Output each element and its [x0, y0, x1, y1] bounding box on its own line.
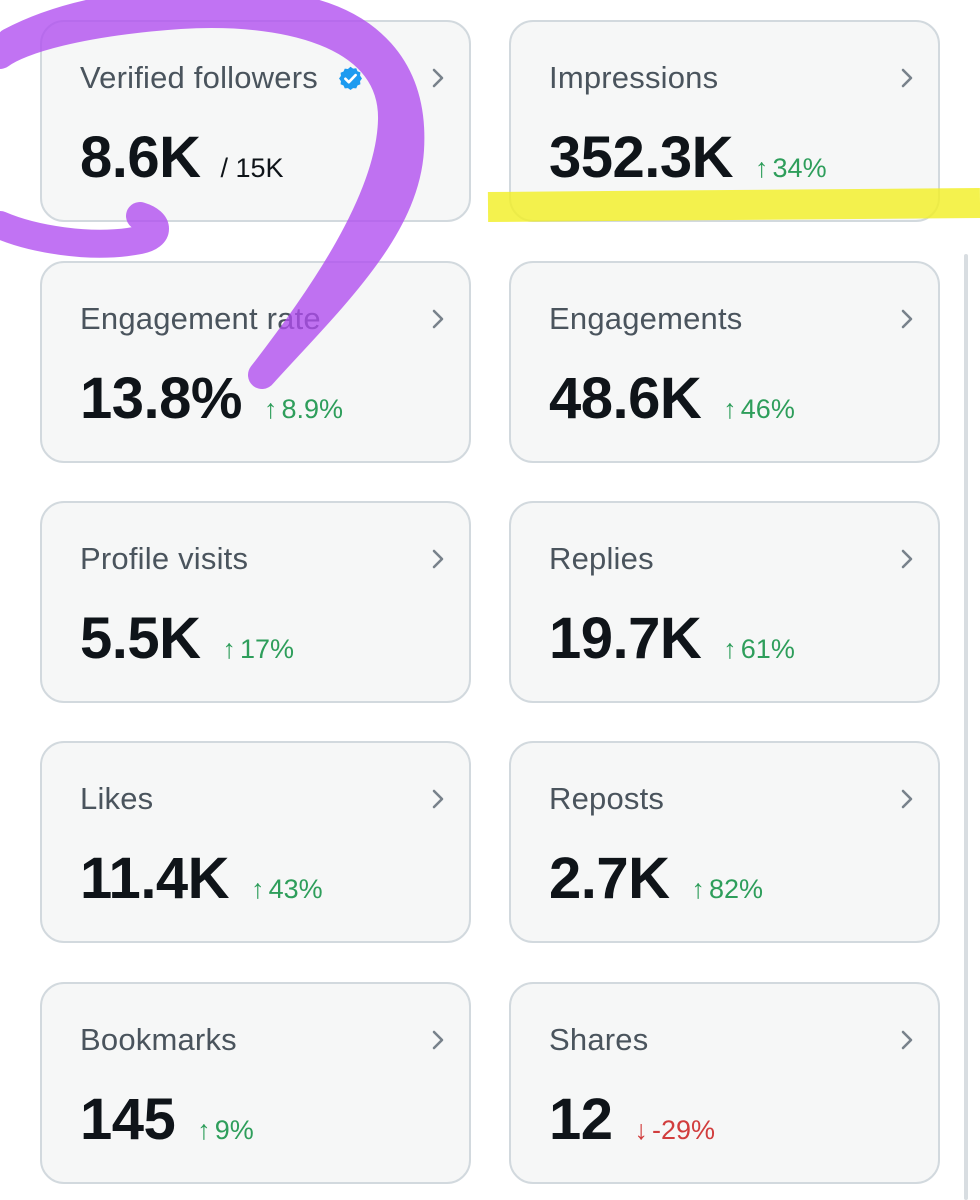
delta-value: 46%: [740, 394, 795, 424]
metric-total: / 15K: [220, 153, 284, 183]
value-row: 2.7K ↑ 82%: [549, 845, 763, 912]
chevron-right-icon: [901, 789, 913, 809]
card-label: Likes: [80, 781, 154, 816]
arrow-up-icon: ↑: [197, 1115, 211, 1145]
chevron-right-icon: [901, 68, 913, 88]
metric-value: 19.7K: [549, 606, 702, 671]
card-label: Impressions: [549, 60, 719, 95]
card-label: Reposts: [549, 781, 665, 816]
delta-value: 43%: [268, 874, 323, 904]
card-label: Replies: [549, 541, 654, 576]
delta-value: 8.9%: [281, 394, 344, 424]
card-impressions[interactable]: Impressions 352.3K ↑ 34%: [509, 20, 940, 222]
card-label: Shares: [549, 1022, 649, 1057]
arrow-up-icon: ↑: [691, 874, 706, 904]
arrow-up-icon: ↑: [723, 634, 737, 664]
chevron-right-icon: [901, 309, 913, 329]
trend-delta: ↑ 34%: [755, 153, 827, 184]
value-row: 8.6K / 15K: [80, 124, 284, 191]
card-label: Engagements: [549, 301, 743, 336]
card-likes[interactable]: Likes 11.4K ↑ 43%: [40, 741, 471, 943]
trend-delta: ↑ 17%: [223, 634, 295, 665]
chevron-right-icon: [432, 68, 444, 88]
trend-delta: ↑ 82%: [692, 874, 764, 905]
value-row: 352.3K ↑ 34%: [549, 124, 827, 191]
delta-value: -29%: [652, 1115, 716, 1145]
card-label: Engagement rate: [80, 301, 321, 336]
metric-value: 48.6K: [549, 366, 702, 431]
card-bookmarks[interactable]: Bookmarks 145 ↑ 9%: [40, 982, 471, 1184]
card-replies[interactable]: Replies 19.7K ↑ 61%: [509, 501, 940, 703]
chevron-right-icon: [432, 789, 444, 809]
card-label: Profile visits: [80, 541, 249, 576]
chevron-right-icon: [901, 549, 913, 569]
trend-delta: ↑ 8.9%: [264, 394, 343, 425]
arrow-down-icon: ↓: [634, 1115, 649, 1145]
value-row: 11.4K ↑ 43%: [80, 845, 323, 912]
value-row: 13.8% ↑ 8.9%: [80, 365, 343, 432]
card-profile-visits[interactable]: Profile visits 5.5K ↑ 17%: [40, 501, 471, 703]
delta-value: 61%: [740, 634, 795, 664]
card-label: Bookmarks: [80, 1022, 237, 1057]
card-engagements[interactable]: Engagements 48.6K ↑ 46%: [509, 261, 940, 463]
delta-value: 9%: [214, 1115, 254, 1145]
verified-check-icon: [338, 66, 362, 90]
metric-value: 352.3K: [549, 125, 734, 190]
card-reposts[interactable]: Reposts 2.7K ↑ 82%: [509, 741, 940, 943]
chevron-right-icon: [432, 1030, 444, 1050]
metric-value: 11.4K: [80, 846, 230, 911]
arrow-up-icon: ↑: [222, 634, 237, 664]
trend-delta: ↓ -29%: [635, 1115, 716, 1146]
arrow-up-icon: ↑: [723, 394, 737, 424]
value-row: 19.7K ↑ 61%: [549, 605, 795, 672]
trend-delta: ↑ 43%: [251, 874, 323, 905]
value-row: 5.5K ↑ 17%: [80, 605, 294, 672]
arrow-up-icon: ↑: [263, 394, 278, 424]
trend-delta: ↑ 61%: [723, 634, 795, 665]
card-verified-followers[interactable]: Verified followers 8.6K / 15K: [40, 20, 471, 222]
arrow-up-icon: ↑: [251, 874, 265, 904]
card-shares[interactable]: Shares 12 ↓ -29%: [509, 982, 940, 1184]
trend-delta: ↑ 9%: [197, 1115, 254, 1146]
card-label: Verified followers: [80, 60, 364, 96]
trend-delta: ↑ 46%: [723, 394, 795, 425]
delta-value: 17%: [240, 634, 295, 664]
delta-value: 82%: [709, 874, 764, 904]
metric-value: 8.6K: [80, 125, 201, 190]
delta-value: 34%: [772, 153, 827, 183]
value-row: 48.6K ↑ 46%: [549, 365, 795, 432]
chevron-right-icon: [432, 549, 444, 569]
metric-value: 5.5K: [80, 606, 201, 671]
scrollbar[interactable]: [964, 254, 968, 1200]
metric-value: 12: [549, 1087, 613, 1152]
value-row: 12 ↓ -29%: [549, 1086, 715, 1153]
chevron-right-icon: [432, 309, 444, 329]
metric-value: 13.8%: [80, 366, 242, 431]
card-label-text: Verified followers: [80, 60, 318, 95]
metric-value: 2.7K: [549, 846, 670, 911]
arrow-up-icon: ↑: [755, 153, 769, 183]
chevron-right-icon: [901, 1030, 913, 1050]
card-engagement-rate[interactable]: Engagement rate 13.8% ↑ 8.9%: [40, 261, 471, 463]
value-row: 145 ↑ 9%: [80, 1086, 254, 1153]
metric-value: 145: [80, 1087, 176, 1152]
